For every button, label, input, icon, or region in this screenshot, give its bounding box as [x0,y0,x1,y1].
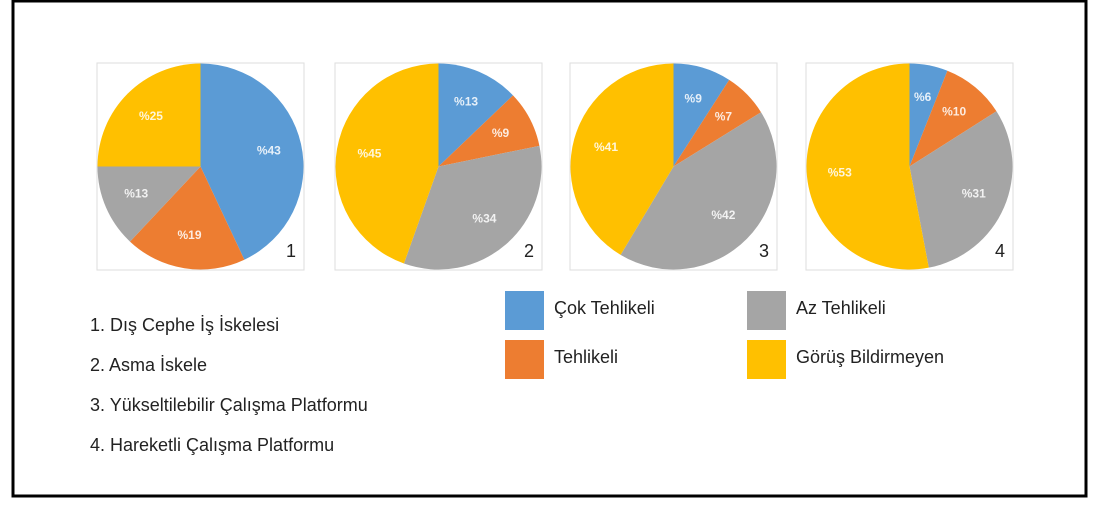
caption: 4. Hareketli Çalışma Platformu [90,435,334,455]
pie-slice [97,166,201,242]
slice-label: %34 [472,212,496,226]
caption: 1. Dış Cephe İş İskelesi [90,315,279,335]
pie-number: 3 [759,241,769,261]
pie-number: 2 [524,241,534,261]
slice-label: %9 [685,91,703,105]
pie-slice [909,63,948,167]
caption: 2. Asma İskele [90,355,207,375]
pie-slice [673,79,762,167]
pie-slice [335,63,439,264]
pie-slice [129,166,245,270]
pie-number: 1 [286,241,296,261]
slice-label: %10 [942,105,966,119]
slice-label: %13 [454,94,478,108]
slice-label: %31 [962,186,986,200]
pie-slice [620,112,777,270]
pie-slice [438,63,514,167]
slice-label: %42 [711,208,735,222]
legend-swatch [747,291,786,330]
pie-slice [909,111,1013,268]
pie-slice [673,63,730,167]
legend-swatch [505,340,544,379]
legend-swatch [505,291,544,330]
legend-label: Az Tehlikeli [796,298,886,318]
slice-label: %13 [124,186,148,200]
legend-label: Çok Tehlikeli [554,298,655,318]
legend-label: Görüş Bildirmeyen [796,347,944,367]
slice-label: %43 [257,143,281,157]
pie-slice [438,95,540,167]
slice-label: %19 [178,228,202,242]
slice-label: %25 [139,109,163,123]
pie-number: 4 [995,241,1005,261]
pie-slice [403,145,542,270]
slice-label: %9 [492,126,510,140]
slice-label: %53 [828,165,852,179]
slice-label: %7 [715,110,733,124]
slice-label: %6 [914,90,932,104]
legend-label: Tehlikeli [554,347,618,367]
pie-slice [97,63,201,167]
pie-slice [570,63,674,255]
pie-slice [909,70,997,167]
legend-swatch [747,340,786,379]
slice-label: %45 [357,147,381,161]
caption: 3. Yükseltilebilir Çalışma Platformu [90,395,368,415]
pie-slice [200,63,304,260]
slice-label: %41 [594,140,618,154]
pie-slice [806,63,929,270]
